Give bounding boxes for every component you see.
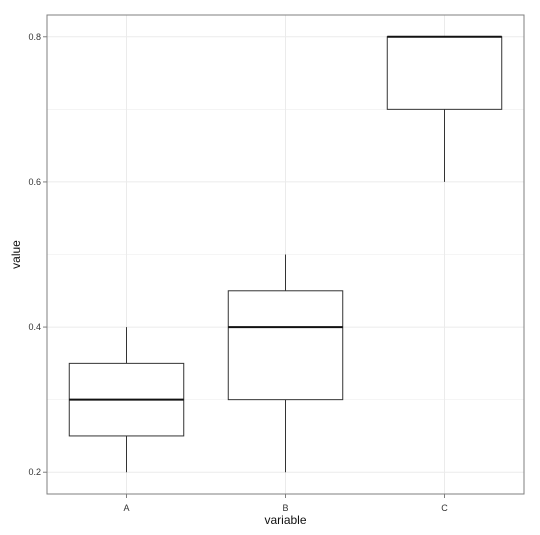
y-axis: 0.2 0.4 0.6 0.8 bbox=[28, 32, 47, 477]
y-tick-label-2: 0.6 bbox=[28, 177, 41, 187]
x-tick-label-1: B bbox=[282, 503, 288, 513]
x-axis-title: variable bbox=[264, 513, 306, 527]
y-tick-label-1: 0.4 bbox=[28, 322, 41, 332]
box-iqr-B bbox=[227, 290, 344, 401]
y-tick-label-0: 0.2 bbox=[28, 467, 41, 477]
y-axis-title: value bbox=[9, 240, 23, 269]
box-C bbox=[386, 35, 503, 182]
boxes-layer bbox=[68, 35, 503, 473]
box-B bbox=[227, 254, 344, 473]
x-axis: A B C bbox=[123, 494, 448, 513]
x-tick-label-2: C bbox=[441, 503, 448, 513]
y-tick-label-3: 0.8 bbox=[28, 32, 41, 42]
box-iqr-C bbox=[386, 36, 503, 110]
x-tick-label-0: A bbox=[123, 503, 129, 513]
box-A bbox=[68, 327, 185, 473]
